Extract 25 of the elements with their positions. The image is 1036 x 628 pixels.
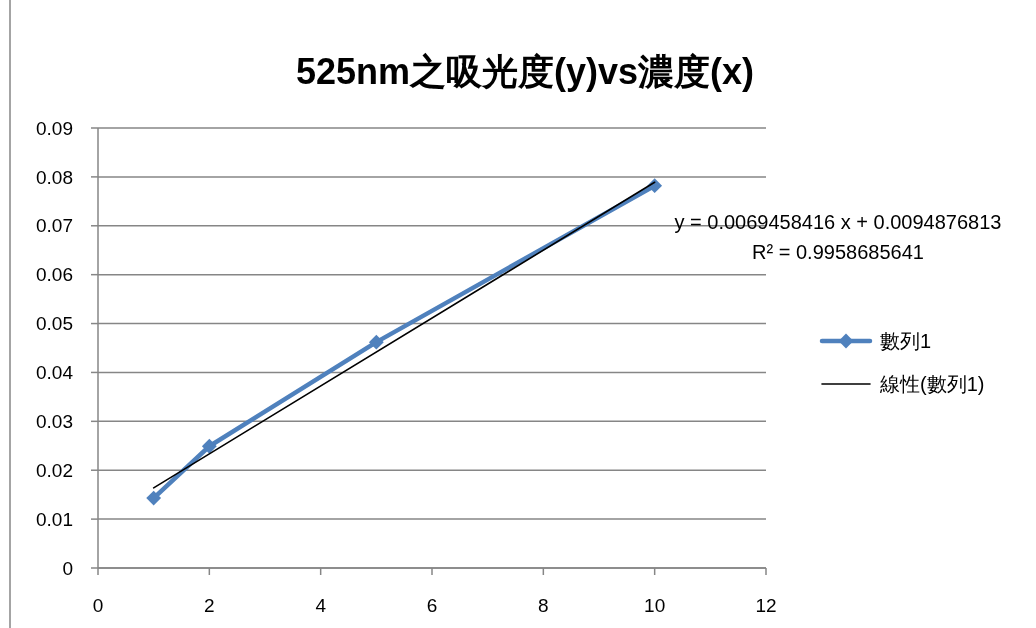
- legend-label: 線性(數列1): [879, 373, 985, 395]
- x-tick-label: 10: [644, 595, 666, 616]
- point: [368, 334, 384, 350]
- annotation: R² = 0.9958685641: [752, 241, 924, 263]
- x-tick-label: 2: [204, 595, 215, 616]
- y-tick-label: 0.06: [36, 264, 73, 286]
- legend-label: 數列1: [880, 330, 932, 352]
- point: [146, 490, 162, 506]
- y-tick-label: 0.08: [36, 166, 73, 188]
- y-tick-label: 0.07: [36, 215, 73, 237]
- y-tick-label: 0.05: [36, 313, 73, 335]
- y-tick-label: 0.02: [36, 459, 73, 481]
- x-tick-label: 6: [426, 595, 438, 616]
- annotation: y = 0.0069458416 x + 0.0094876813: [674, 211, 1002, 233]
- y-tick-label: 0.01: [36, 508, 73, 530]
- y-tick-label: 0.03: [36, 410, 73, 432]
- x-tick-label: 12: [755, 595, 777, 616]
- y-tick-label: 0.09: [36, 117, 73, 139]
- x-tick-label: 0: [92, 595, 104, 616]
- y-tick-label: 0: [62, 557, 73, 579]
- x-tick-label: 4: [315, 595, 327, 616]
- chart-title: 525nm之吸光度(y)vs濃度(x): [295, 51, 755, 92]
- y-tick-label: 0.04: [36, 362, 74, 384]
- x-tick-label: 8: [538, 595, 549, 616]
- point: [201, 438, 217, 454]
